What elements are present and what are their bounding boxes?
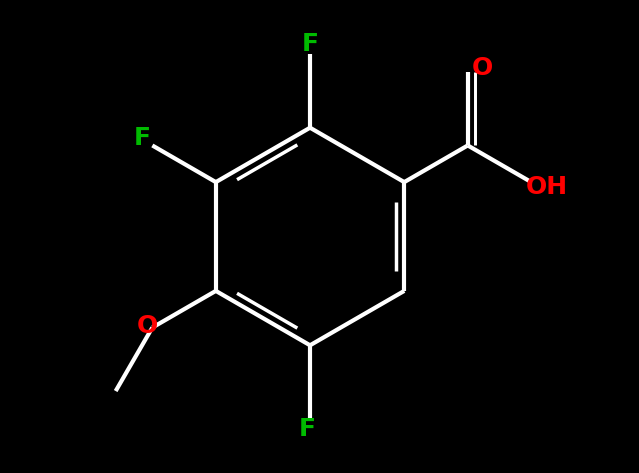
Text: F: F xyxy=(134,126,150,150)
Text: O: O xyxy=(472,56,493,80)
Text: OH: OH xyxy=(525,175,567,199)
Text: F: F xyxy=(299,417,316,441)
Text: F: F xyxy=(302,32,318,56)
Text: O: O xyxy=(137,314,158,338)
